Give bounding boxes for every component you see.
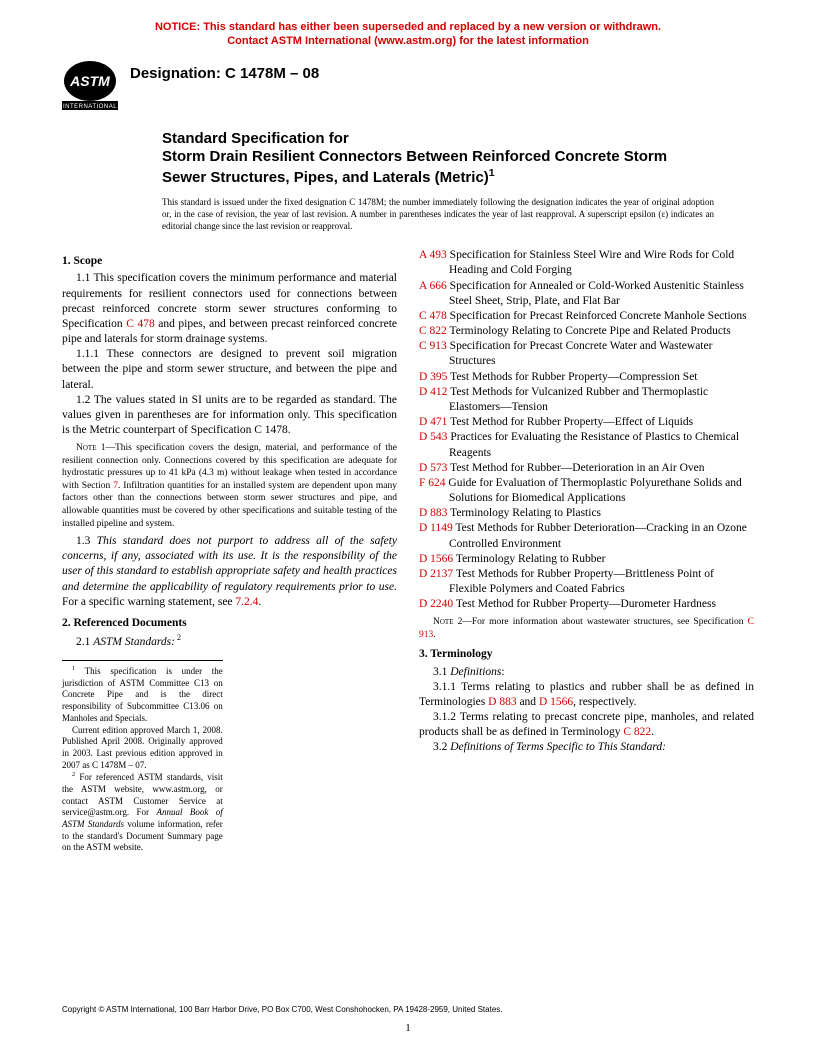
- ref-item: D 883 Terminology Relating to Plastics: [419, 506, 754, 521]
- title-main: Storm Drain Resilient Connectors Between…: [162, 148, 714, 188]
- ref-link[interactable]: F 624: [419, 477, 446, 489]
- para-1-1: 1.1 This specification covers the minimu…: [62, 271, 397, 347]
- para-3-2: 3.2 Definitions of Terms Specific to Thi…: [419, 740, 754, 755]
- link-c478[interactable]: C 478: [126, 318, 154, 330]
- footnote-2: 2 For referenced ASTM standards, visit t…: [62, 771, 223, 854]
- para-1-1-1: 1.1.1 These connectors are designed to p…: [62, 347, 397, 393]
- footnote-1b: Current edition approved March 1, 2008. …: [62, 725, 223, 772]
- ref-link[interactable]: C 822: [419, 325, 447, 337]
- ref-item: A 493 Specification for Stainless Steel …: [419, 248, 754, 278]
- ref-link[interactable]: D 2240: [419, 598, 453, 610]
- note-2: Note 2—For more information about wastew…: [419, 616, 754, 641]
- ref-item: C 822 Terminology Relating to Concrete P…: [419, 324, 754, 339]
- notice-banner: NOTICE: This standard has either been su…: [62, 20, 754, 49]
- title-prefix: Standard Specification for: [162, 130, 714, 149]
- scope-heading: 1. Scope: [62, 254, 397, 269]
- ref-link[interactable]: D 412: [419, 386, 447, 398]
- title-block: Standard Specification for Storm Drain R…: [162, 130, 714, 188]
- ref-item: F 624 Guide for Evaluation of Thermoplas…: [419, 476, 754, 506]
- ref-link[interactable]: D 573: [419, 462, 447, 474]
- refdocs-heading: 2. Referenced Documents: [62, 616, 397, 631]
- link-c822[interactable]: C 822: [623, 726, 651, 738]
- ref-link[interactable]: D 1566: [419, 553, 453, 565]
- note-1: Note 1—This specification covers the des…: [62, 442, 397, 530]
- link-7-2-4[interactable]: 7.2.4: [235, 596, 258, 608]
- ref-item: D 543 Practices for Evaluating the Resis…: [419, 430, 754, 460]
- footnotes: 1 This specification is under the jurisd…: [62, 660, 223, 854]
- ref-link[interactable]: D 2137: [419, 568, 453, 580]
- para-3-1: 3.1 Definitions:: [419, 665, 754, 680]
- page-number: 1: [0, 1022, 816, 1034]
- ref-item: D 412 Test Methods for Vulcanized Rubber…: [419, 385, 754, 415]
- ref-item: D 2137 Test Methods for Rubber Property—…: [419, 567, 754, 597]
- para-3-1-2: 3.1.2 Terms relating to precast concrete…: [419, 710, 754, 740]
- ref-link[interactable]: D 471: [419, 416, 447, 428]
- issuance-note: This standard is issued under the fixed …: [162, 196, 714, 232]
- ref-link[interactable]: D 395: [419, 371, 447, 383]
- ref-link[interactable]: C 478: [419, 310, 447, 322]
- astm-logo: ASTM INTERNATIONAL: [62, 59, 118, 116]
- header: ASTM INTERNATIONAL Designation: C 1478M …: [62, 59, 754, 116]
- ref-link[interactable]: A 666: [419, 280, 447, 292]
- reference-list: A 493 Specification for Stainless Steel …: [419, 248, 754, 612]
- ref-item: A 666 Specification for Annealed or Cold…: [419, 279, 754, 309]
- ref-item: D 471 Test Method for Rubber Property—Ef…: [419, 415, 754, 430]
- ref-item: D 395 Test Methods for Rubber Property—C…: [419, 370, 754, 385]
- para-1-3: 1.3 This standard does not purport to ad…: [62, 534, 397, 610]
- ref-item: D 1566 Terminology Relating to Rubber: [419, 552, 754, 567]
- link-d883[interactable]: D 883: [488, 696, 516, 708]
- ref-link[interactable]: D 883: [419, 507, 447, 519]
- designation: Designation: C 1478M – 08: [130, 59, 319, 82]
- ref-link[interactable]: C 913: [419, 340, 447, 352]
- para-2-1: 2.1 ASTM Standards: 2: [62, 633, 397, 650]
- notice-line2: Contact ASTM International (www.astm.org…: [227, 35, 589, 47]
- svg-text:INTERNATIONAL: INTERNATIONAL: [63, 104, 117, 110]
- link-d1566[interactable]: D 1566: [539, 696, 573, 708]
- ref-item: D 1149 Test Methods for Rubber Deteriora…: [419, 521, 754, 551]
- copyright: Copyright © ASTM International, 100 Barr…: [62, 1005, 503, 1014]
- footnote-1: 1 This specification is under the jurisd…: [62, 665, 223, 724]
- notice-line1: NOTICE: This standard has either been su…: [155, 21, 661, 33]
- ref-link[interactable]: A 493: [419, 249, 447, 261]
- ref-item: C 478 Specification for Precast Reinforc…: [419, 309, 754, 324]
- body-columns: 1. Scope 1.1 This specification covers t…: [62, 248, 754, 854]
- svg-text:ASTM: ASTM: [69, 73, 110, 89]
- ref-item: D 2240 Test Method for Rubber Property—D…: [419, 597, 754, 612]
- terminology-heading: 3. Terminology: [419, 647, 754, 662]
- ref-item: C 913 Specification for Precast Concrete…: [419, 339, 754, 369]
- para-3-1-1: 3.1.1 Terms relating to plastics and rub…: [419, 680, 754, 710]
- para-1-2: 1.2 The values stated in SI units are to…: [62, 393, 397, 439]
- ref-link[interactable]: D 1149: [419, 522, 453, 534]
- ref-link[interactable]: D 543: [419, 431, 447, 443]
- ref-item: D 573 Test Method for Rubber—Deteriorati…: [419, 461, 754, 476]
